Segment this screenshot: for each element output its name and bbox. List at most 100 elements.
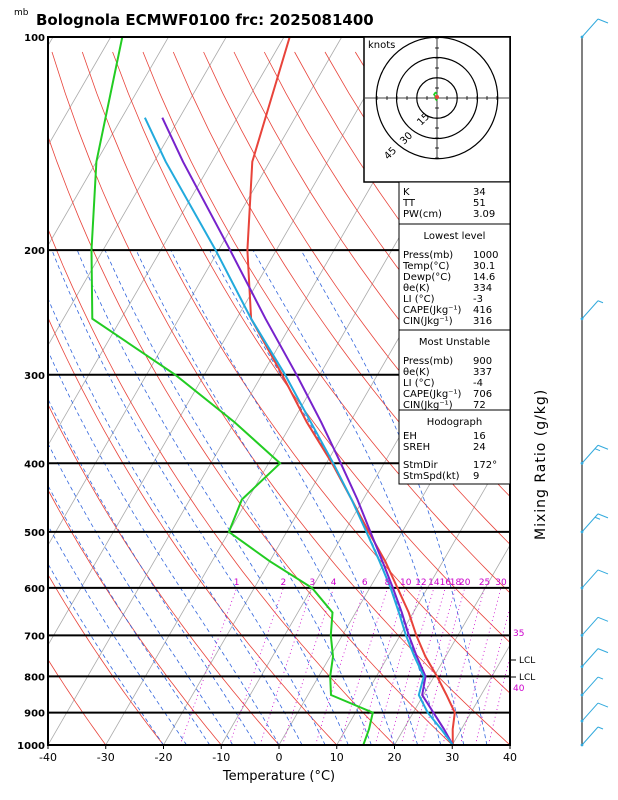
dry-adiabat-line (142, 51, 510, 594)
most-unstable-row-value: 337 (473, 367, 492, 378)
general-index-value: 51 (473, 198, 486, 209)
wind-barb-staff (581, 702, 599, 722)
lowest-level-header: Lowest level (424, 231, 486, 242)
dry-adiabat-line (48, 135, 453, 745)
lowest-level-row-value: 316 (473, 316, 492, 327)
pressure-tick-label: 100 (24, 33, 45, 44)
dry-adiabat-line (48, 403, 280, 745)
mixing-ratio-line (229, 587, 284, 745)
wind-barb-dot (580, 317, 584, 321)
moist-adiabat-line (48, 484, 211, 745)
sounding-profiles (90, 37, 456, 745)
wind-barb-flag (597, 18, 609, 24)
wind-barb-dot (580, 633, 584, 637)
most-unstable-row-label: θe(K) (403, 367, 430, 378)
hodograph-units-label: knots (368, 40, 395, 51)
hodograph-index-value: 172° (473, 460, 497, 471)
wind-barb-column (580, 18, 609, 747)
mixing-ratio-label-right: 35 (513, 629, 524, 639)
dry-adiabat-line (506, 51, 510, 57)
mixing-ratio-line (442, 587, 485, 745)
moist-adiabat-line (48, 563, 164, 745)
wind-barb-half-flag (594, 516, 601, 520)
temperature-tick-label: 20 (388, 751, 402, 764)
general-index-value: 3.09 (473, 209, 495, 220)
temperature-tick-label: 10 (330, 751, 344, 764)
moist-adiabat-line (48, 442, 234, 745)
mixing-ratio-label: 10 (400, 578, 412, 588)
wind-barb (580, 444, 609, 465)
pressure-tick-label: 1000 (17, 741, 45, 752)
wind-barb-dot (580, 530, 584, 534)
wind-barb (580, 513, 609, 534)
wind-barb-dot (580, 719, 584, 723)
mixing-ratio-line (339, 587, 388, 745)
wind-barb (580, 648, 609, 669)
lcl-label-1: LCL (519, 656, 535, 666)
dry-adiabat-line (203, 51, 510, 498)
most-unstable-row-value: 900 (473, 356, 492, 367)
moist-adiabat-line (48, 297, 303, 745)
lowest-level-row-value: 1000 (473, 250, 498, 261)
hodograph-index-value: 9 (473, 471, 479, 482)
pressure-tick-labels: 100 200 300 400 500 600 700 800 900 1000 (17, 33, 45, 752)
wind-barb-staff (581, 444, 599, 464)
most-unstable-row-label: LI (°C) (403, 378, 435, 389)
most-unstable-row-label: CIN(Jkg⁻¹) (403, 400, 453, 411)
lowest-level-row-label: θe(K) (403, 283, 430, 294)
most-unstable-box (398, 329, 511, 411)
most-unstable-row-value: 72 (473, 400, 486, 411)
hodograph-index-value: 16 (473, 431, 486, 442)
moist-adiabat-line (104, 249, 372, 745)
wind-barb (580, 676, 604, 697)
hodograph-index-label: StmDir (403, 460, 438, 471)
wind-barb-flag (597, 569, 609, 575)
moist-adiabat-line (48, 397, 257, 745)
hodograph-index-label: EH (403, 431, 417, 442)
general-index-value: 34 (473, 187, 486, 198)
mixing-ratio-label: 8 (385, 578, 391, 588)
lcl-label-2: LCL (519, 673, 535, 683)
wind-barb (580, 569, 609, 590)
wind-barb-staff (581, 513, 599, 533)
wind-barb (580, 702, 609, 723)
wind-barb-dot (580, 461, 584, 465)
isotherm-line (48, 37, 112, 147)
moist-adiabat-line (48, 524, 187, 745)
isotherm-line (509, 744, 510, 745)
isotherm-line (336, 444, 510, 745)
moist-adiabat-line (51, 249, 326, 745)
lowest-level-row-label: CAPE(Jkg⁻¹) (403, 305, 461, 316)
isotherm-line (48, 37, 227, 347)
indices-panel: K 34 TT 51 PW(cm) 3.09 Lowest level Press(mb) 10… (398, 181, 511, 485)
pressure-tick-label: 300 (24, 371, 45, 382)
isotherm-line (48, 37, 343, 546)
pressure-unit-label: mb (14, 8, 29, 18)
wind-barb (580, 616, 609, 637)
pressure-tick-label: 600 (24, 584, 45, 595)
mixing-ratio-line (179, 587, 238, 745)
pressure-tick-label: 500 (24, 528, 45, 539)
wind-barb-dot (580, 693, 584, 697)
dry-adiabat-line (112, 51, 510, 644)
most-unstable-row-value: -4 (473, 378, 483, 389)
lowest-level-row-label: CIN(Jkg⁻¹) (403, 316, 453, 327)
wind-barb-dot (580, 743, 584, 747)
isotherm-line (394, 544, 510, 745)
lowest-level-row-value: 14.6 (473, 272, 495, 283)
mixing-ratio-label: 18 (450, 578, 462, 588)
hodograph-index-value: 24 (473, 442, 486, 453)
mixing-ratio-line (460, 587, 502, 745)
mixing-ratio-line (315, 587, 366, 745)
most-unstable-row-value: 706 (473, 389, 492, 400)
lowest-level-row-value: 30.1 (473, 261, 495, 272)
wind-barb-flag (597, 616, 609, 622)
general-indices-box (398, 181, 511, 225)
chart-title: Bolognola ECMWF0100 frc: 2025081400 (36, 11, 374, 29)
temperature-tick-label: -10 (212, 751, 230, 764)
wind-barb-dot (580, 665, 584, 669)
mixing-ratio-label: 20 (459, 578, 471, 588)
dry-adiabat-line (48, 316, 338, 745)
